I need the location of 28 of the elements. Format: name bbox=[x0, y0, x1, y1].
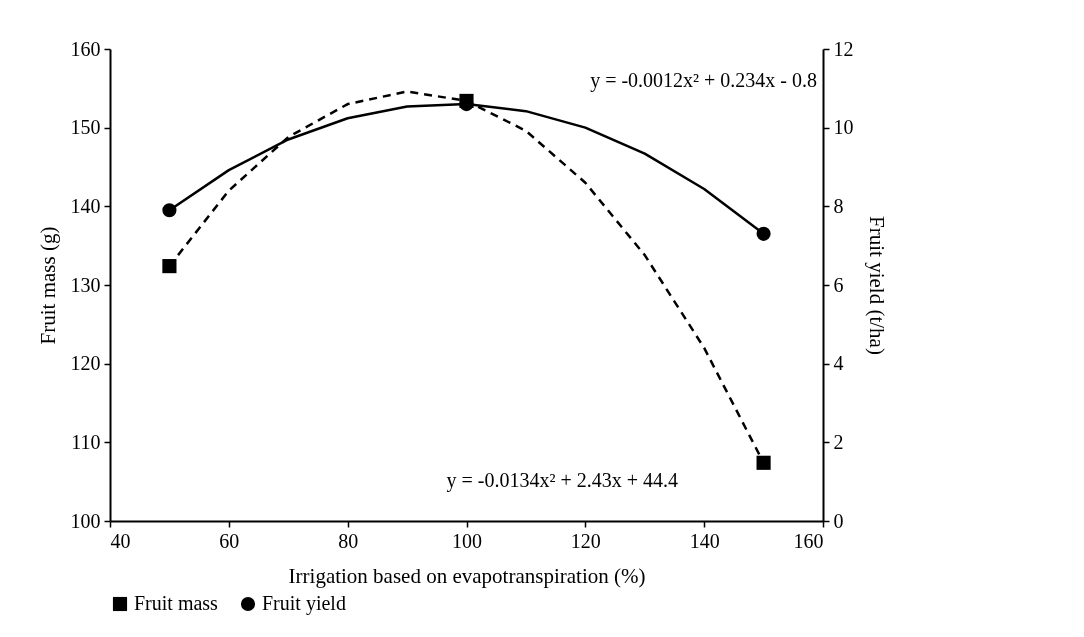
x-tick-label: 40 bbox=[110, 529, 131, 552]
y-tick-label: 150 bbox=[70, 116, 101, 139]
legend-label: Fruit mass bbox=[134, 592, 219, 614]
y2-tick-label: 8 bbox=[833, 194, 844, 217]
y-axis-title: Fruit mass (g) bbox=[35, 226, 60, 345]
y-tick-label: 110 bbox=[71, 430, 101, 453]
y2-axis-title: Fruit yield (t/ha) bbox=[864, 216, 889, 355]
y-tick-label: 130 bbox=[70, 273, 101, 296]
y-tick-label: 160 bbox=[70, 37, 101, 60]
y2-tick-label: 12 bbox=[833, 37, 854, 60]
y-tick-label: 120 bbox=[70, 352, 101, 375]
x-tick-label: 140 bbox=[689, 529, 720, 552]
x-axis-title: Irrigation based on evapotranspiration (%) bbox=[288, 563, 646, 588]
x-tick-label: 160 bbox=[793, 529, 824, 552]
y-tick-label: 100 bbox=[70, 509, 101, 532]
y2-tick-label: 10 bbox=[833, 116, 854, 139]
x-tick-label: 120 bbox=[570, 529, 601, 552]
y2-tick-label: 2 bbox=[833, 430, 844, 453]
annotation: y = -0.0134x² + 2.43x + 44.4 bbox=[446, 469, 678, 492]
x-tick-label: 60 bbox=[219, 529, 240, 552]
annotation: y = -0.0012x² + 0.234x - 0.8 bbox=[590, 69, 817, 92]
y2-tick-label: 6 bbox=[833, 273, 844, 296]
x-tick-label: 100 bbox=[452, 529, 482, 552]
y2-tick-label: 0 bbox=[833, 509, 844, 532]
x-tick-label: 80 bbox=[338, 529, 359, 552]
y2-tick-label: 4 bbox=[833, 352, 844, 375]
legend-label: Fruit yield bbox=[262, 592, 346, 615]
y-tick-label: 140 bbox=[70, 194, 101, 217]
